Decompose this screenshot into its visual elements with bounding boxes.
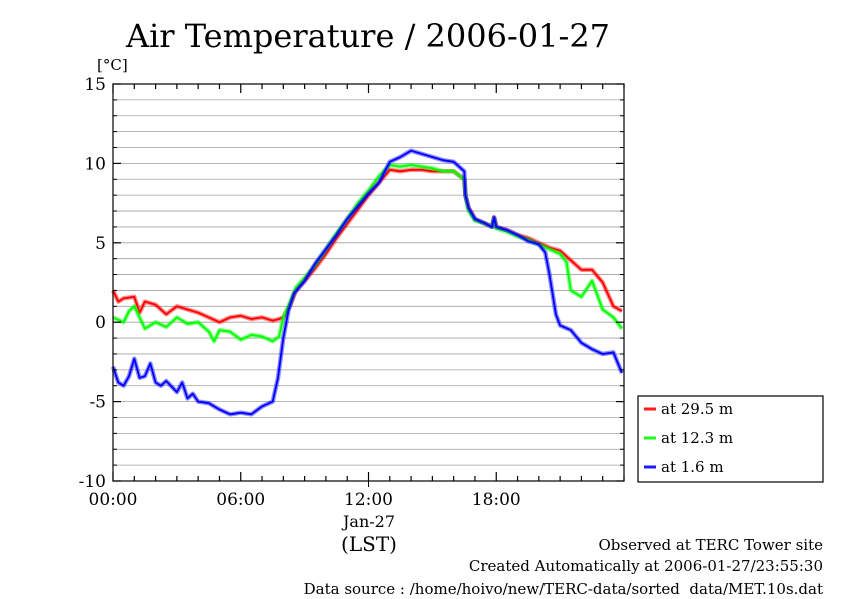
series-lines — [110, 148, 624, 417]
legend-box — [637, 395, 824, 483]
series-line-0 — [112, 168, 623, 324]
x-tick-label: 06:00 — [216, 490, 265, 510]
y-tick-label: 5 — [95, 234, 106, 254]
grid-lines — [113, 99, 624, 466]
footer-observed-site: Observed at TERC Tower site — [598, 536, 823, 554]
x-tick-label: 12:00 — [344, 490, 393, 510]
footer-data-source: Data source : /home/hoivo/new/TERC-data/… — [304, 580, 823, 595]
y-tick-label: 15 — [84, 75, 106, 95]
series-line-1 — [112, 164, 623, 343]
y-tick-label: 0 — [95, 313, 106, 333]
y-tick-label: 10 — [84, 154, 106, 174]
axes: -10 -5 0 5 10 15 00:00 06:00 12:00 18:00 — [79, 75, 625, 510]
plot-frame — [112, 83, 625, 482]
y-tick-label: -10 — [79, 472, 106, 492]
legend-label: at 29.5 m — [661, 400, 733, 418]
legend: at 29.5 m at 12.3 m at 1.6 m — [637, 395, 824, 483]
x-axis-date-label: Jan-27 — [341, 512, 395, 531]
legend-label: at 1.6 m — [661, 458, 724, 476]
footer-created-timestamp: Created Automatically at 2006-01-27/23:5… — [469, 557, 823, 575]
x-tick-label: 18:00 — [472, 490, 521, 510]
x-tick-label: 00:00 — [89, 490, 138, 510]
y-axis-unit-label: [°C] — [97, 56, 128, 74]
series-line-2 — [112, 149, 623, 416]
chart-title: Air Temperature / 2006-01-27 — [125, 17, 610, 55]
x-axis-label: (LST) — [341, 532, 397, 556]
legend-label: at 12.3 m — [661, 429, 733, 447]
y-tick-label: -5 — [89, 393, 106, 413]
